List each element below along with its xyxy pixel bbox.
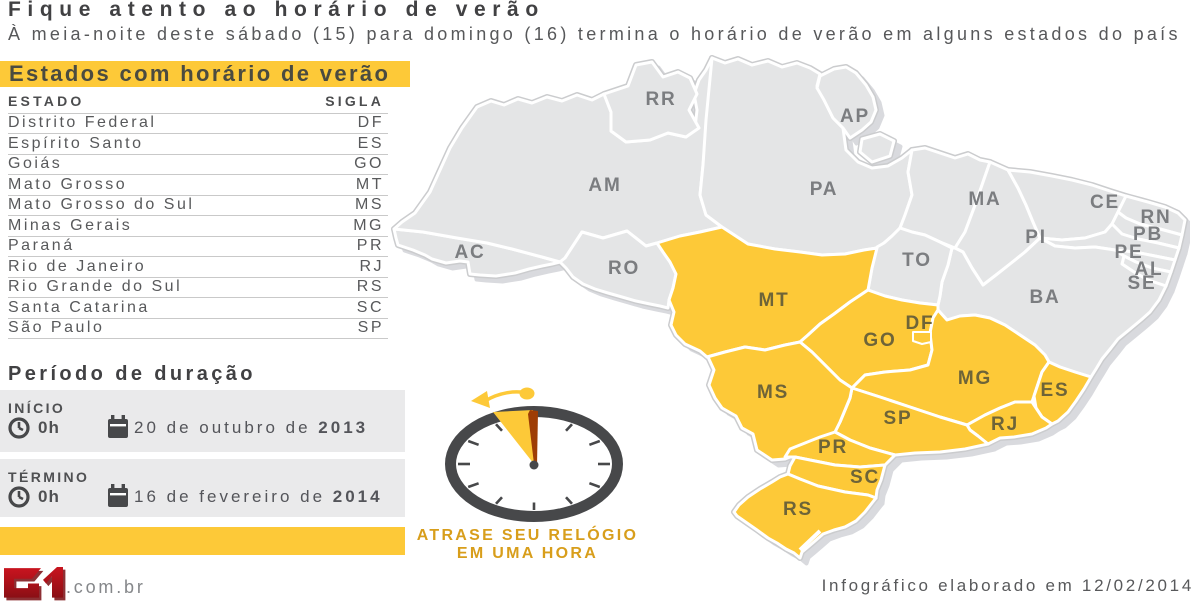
- svg-text:TO: TO: [902, 250, 932, 271]
- svg-text:MT: MT: [758, 290, 789, 311]
- svg-text:BA: BA: [1029, 287, 1060, 308]
- svg-text:RJ: RJ: [991, 414, 1019, 435]
- svg-text:GO: GO: [863, 330, 896, 351]
- svg-text:PI: PI: [1025, 227, 1047, 248]
- svg-text:MA: MA: [968, 189, 1001, 210]
- svg-text:SE: SE: [1128, 273, 1157, 294]
- svg-text:ES: ES: [1041, 380, 1070, 401]
- svg-text:SC: SC: [850, 467, 880, 488]
- svg-text:DF: DF: [906, 313, 935, 334]
- svg-text:AC: AC: [454, 242, 485, 263]
- svg-text:AL: AL: [1135, 259, 1164, 280]
- svg-text:RS: RS: [783, 499, 813, 520]
- svg-text:RN: RN: [1140, 207, 1171, 228]
- svg-text:AM: AM: [588, 175, 621, 196]
- svg-text:MG: MG: [958, 368, 992, 389]
- svg-text:RO: RO: [608, 258, 640, 279]
- svg-text:PE: PE: [1115, 242, 1144, 263]
- svg-text:SP: SP: [884, 408, 913, 429]
- svg-text:CE: CE: [1090, 192, 1120, 213]
- svg-text:RR: RR: [645, 89, 676, 110]
- svg-text:PB: PB: [1133, 224, 1163, 245]
- svg-text:MS: MS: [757, 382, 789, 403]
- svg-text:AP: AP: [840, 106, 870, 127]
- svg-text:PA: PA: [810, 179, 839, 200]
- svg-text:PR: PR: [818, 437, 848, 458]
